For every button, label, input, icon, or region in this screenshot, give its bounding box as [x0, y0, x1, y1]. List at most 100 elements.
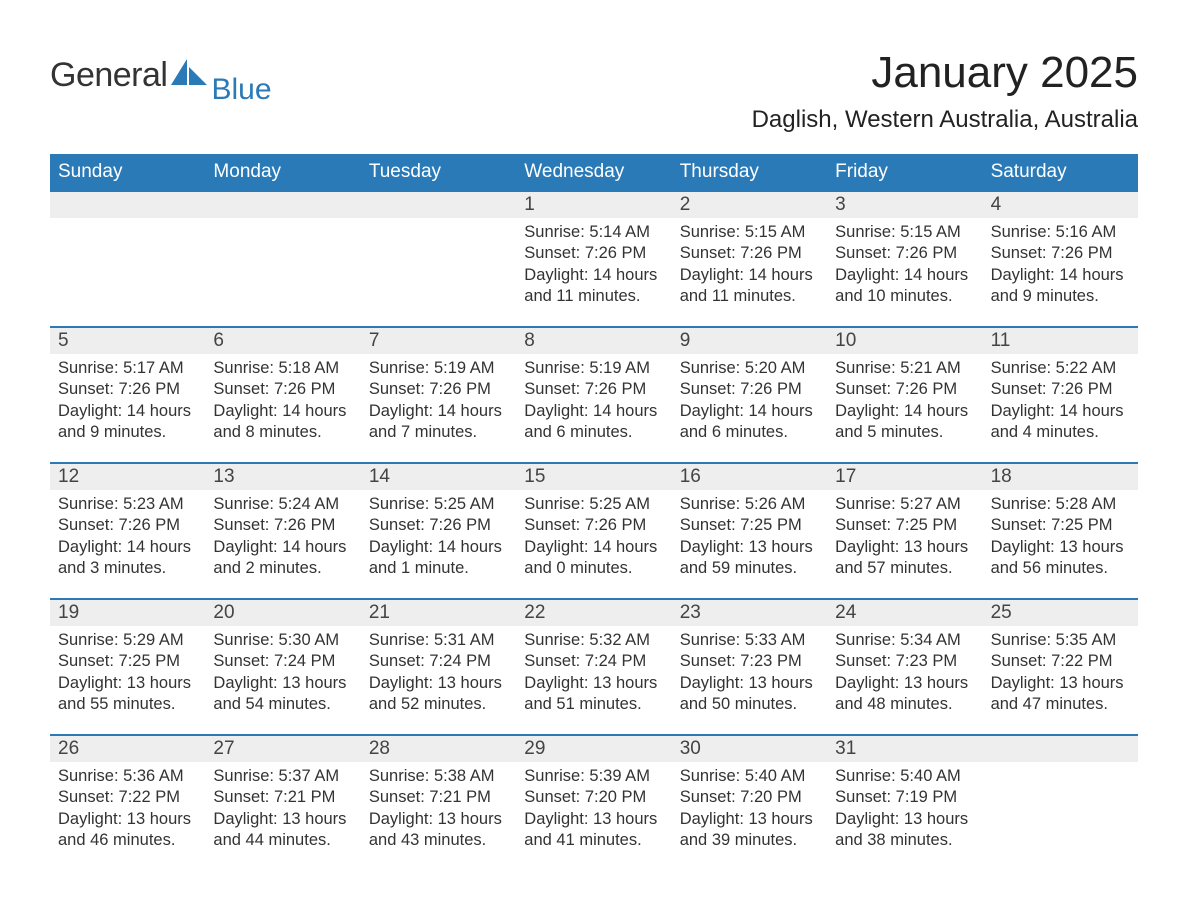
day-number: 29 [516, 736, 671, 762]
daylight-text: Daylight: 14 hours and 1 minute. [369, 537, 508, 580]
day-cell: Sunrise: 5:36 AMSunset: 7:22 PMDaylight:… [50, 762, 205, 870]
logo-text-sub: Blue [211, 73, 271, 107]
sunrise-text: Sunrise: 5:27 AM [835, 494, 974, 515]
daylight-text: Daylight: 13 hours and 38 minutes. [835, 809, 974, 852]
sunrise-text: Sunrise: 5:37 AM [213, 766, 352, 787]
day-cell [983, 762, 1138, 870]
logo: General Blue [50, 48, 272, 95]
day-cell [50, 218, 205, 326]
day-number: 13 [205, 464, 360, 490]
day-number: 15 [516, 464, 671, 490]
sunrise-text: Sunrise: 5:22 AM [991, 358, 1130, 379]
daylight-text: Daylight: 14 hours and 9 minutes. [991, 265, 1130, 308]
day-cell: Sunrise: 5:29 AMSunset: 7:25 PMDaylight:… [50, 626, 205, 734]
daylight-text: Daylight: 14 hours and 6 minutes. [680, 401, 819, 444]
sunset-text: Sunset: 7:26 PM [524, 243, 663, 264]
week: 567891011Sunrise: 5:17 AMSunset: 7:26 PM… [50, 326, 1138, 462]
daylight-text: Daylight: 14 hours and 5 minutes. [835, 401, 974, 444]
day-number: 21 [361, 600, 516, 626]
sunset-text: Sunset: 7:22 PM [991, 651, 1130, 672]
daylight-text: Daylight: 14 hours and 4 minutes. [991, 401, 1130, 444]
sunset-text: Sunset: 7:24 PM [213, 651, 352, 672]
day-header-tuesday: Tuesday [361, 154, 516, 190]
sunset-text: Sunset: 7:26 PM [58, 379, 197, 400]
sunrise-text: Sunrise: 5:32 AM [524, 630, 663, 651]
day-cell: Sunrise: 5:31 AMSunset: 7:24 PMDaylight:… [361, 626, 516, 734]
sunset-text: Sunset: 7:25 PM [680, 515, 819, 536]
daylight-text: Daylight: 14 hours and 10 minutes. [835, 265, 974, 308]
day-number: 3 [827, 192, 982, 218]
day-number: 27 [205, 736, 360, 762]
sunrise-text: Sunrise: 5:21 AM [835, 358, 974, 379]
day-number: 2 [672, 192, 827, 218]
daylight-text: Daylight: 13 hours and 46 minutes. [58, 809, 197, 852]
day-body-row: Sunrise: 5:14 AMSunset: 7:26 PMDaylight:… [50, 218, 1138, 326]
sunset-text: Sunset: 7:26 PM [524, 515, 663, 536]
sunrise-text: Sunrise: 5:31 AM [369, 630, 508, 651]
day-cell: Sunrise: 5:16 AMSunset: 7:26 PMDaylight:… [983, 218, 1138, 326]
day-cell: Sunrise: 5:32 AMSunset: 7:24 PMDaylight:… [516, 626, 671, 734]
weeks-container: 1234Sunrise: 5:14 AMSunset: 7:26 PMDayli… [50, 190, 1138, 870]
sunset-text: Sunset: 7:25 PM [835, 515, 974, 536]
day-body-row: Sunrise: 5:23 AMSunset: 7:26 PMDaylight:… [50, 490, 1138, 598]
sunrise-text: Sunrise: 5:38 AM [369, 766, 508, 787]
day-cell: Sunrise: 5:37 AMSunset: 7:21 PMDaylight:… [205, 762, 360, 870]
sunrise-text: Sunrise: 5:28 AM [991, 494, 1130, 515]
sunset-text: Sunset: 7:20 PM [680, 787, 819, 808]
day-number: 8 [516, 328, 671, 354]
day-cell: Sunrise: 5:24 AMSunset: 7:26 PMDaylight:… [205, 490, 360, 598]
day-number: 7 [361, 328, 516, 354]
day-number: 16 [672, 464, 827, 490]
sunset-text: Sunset: 7:26 PM [213, 379, 352, 400]
daylight-text: Daylight: 13 hours and 41 minutes. [524, 809, 663, 852]
day-number: 24 [827, 600, 982, 626]
day-cell: Sunrise: 5:22 AMSunset: 7:26 PMDaylight:… [983, 354, 1138, 462]
sunrise-text: Sunrise: 5:39 AM [524, 766, 663, 787]
daylight-text: Daylight: 13 hours and 52 minutes. [369, 673, 508, 716]
day-cell: Sunrise: 5:25 AMSunset: 7:26 PMDaylight:… [516, 490, 671, 598]
sunset-text: Sunset: 7:26 PM [369, 515, 508, 536]
day-number: 11 [983, 328, 1138, 354]
sunset-text: Sunset: 7:24 PM [369, 651, 508, 672]
month-title: January 2025 [752, 48, 1138, 98]
sunset-text: Sunset: 7:26 PM [58, 515, 197, 536]
sunset-text: Sunset: 7:26 PM [835, 379, 974, 400]
sunrise-text: Sunrise: 5:40 AM [835, 766, 974, 787]
day-header-row: Sunday Monday Tuesday Wednesday Thursday… [50, 154, 1138, 190]
daylight-text: Daylight: 14 hours and 9 minutes. [58, 401, 197, 444]
day-header-wednesday: Wednesday [516, 154, 671, 190]
daylight-text: Daylight: 13 hours and 43 minutes. [369, 809, 508, 852]
title-block: January 2025 Daglish, Western Australia,… [752, 48, 1138, 148]
daylight-text: Daylight: 14 hours and 0 minutes. [524, 537, 663, 580]
sunset-text: Sunset: 7:23 PM [835, 651, 974, 672]
day-number: 22 [516, 600, 671, 626]
day-cell: Sunrise: 5:19 AMSunset: 7:26 PMDaylight:… [361, 354, 516, 462]
sunrise-text: Sunrise: 5:16 AM [991, 222, 1130, 243]
day-number: 30 [672, 736, 827, 762]
sunrise-text: Sunrise: 5:23 AM [58, 494, 197, 515]
day-cell: Sunrise: 5:21 AMSunset: 7:26 PMDaylight:… [827, 354, 982, 462]
sunset-text: Sunset: 7:25 PM [991, 515, 1130, 536]
day-cell: Sunrise: 5:34 AMSunset: 7:23 PMDaylight:… [827, 626, 982, 734]
day-cell: Sunrise: 5:38 AMSunset: 7:21 PMDaylight:… [361, 762, 516, 870]
sunset-text: Sunset: 7:26 PM [524, 379, 663, 400]
day-cell: Sunrise: 5:15 AMSunset: 7:26 PMDaylight:… [827, 218, 982, 326]
day-number [50, 192, 205, 218]
daynum-row: 262728293031 [50, 736, 1138, 762]
daylight-text: Daylight: 14 hours and 11 minutes. [680, 265, 819, 308]
day-cell: Sunrise: 5:40 AMSunset: 7:20 PMDaylight:… [672, 762, 827, 870]
day-header-saturday: Saturday [983, 154, 1138, 190]
logo-sail-icon [171, 59, 207, 85]
daylight-text: Daylight: 13 hours and 59 minutes. [680, 537, 819, 580]
day-number: 9 [672, 328, 827, 354]
daylight-text: Daylight: 14 hours and 3 minutes. [58, 537, 197, 580]
daylight-text: Daylight: 13 hours and 48 minutes. [835, 673, 974, 716]
daylight-text: Daylight: 13 hours and 51 minutes. [524, 673, 663, 716]
sunrise-text: Sunrise: 5:40 AM [680, 766, 819, 787]
sunset-text: Sunset: 7:21 PM [369, 787, 508, 808]
day-number: 23 [672, 600, 827, 626]
sunrise-text: Sunrise: 5:34 AM [835, 630, 974, 651]
day-cell: Sunrise: 5:23 AMSunset: 7:26 PMDaylight:… [50, 490, 205, 598]
day-number: 17 [827, 464, 982, 490]
day-body-row: Sunrise: 5:17 AMSunset: 7:26 PMDaylight:… [50, 354, 1138, 462]
